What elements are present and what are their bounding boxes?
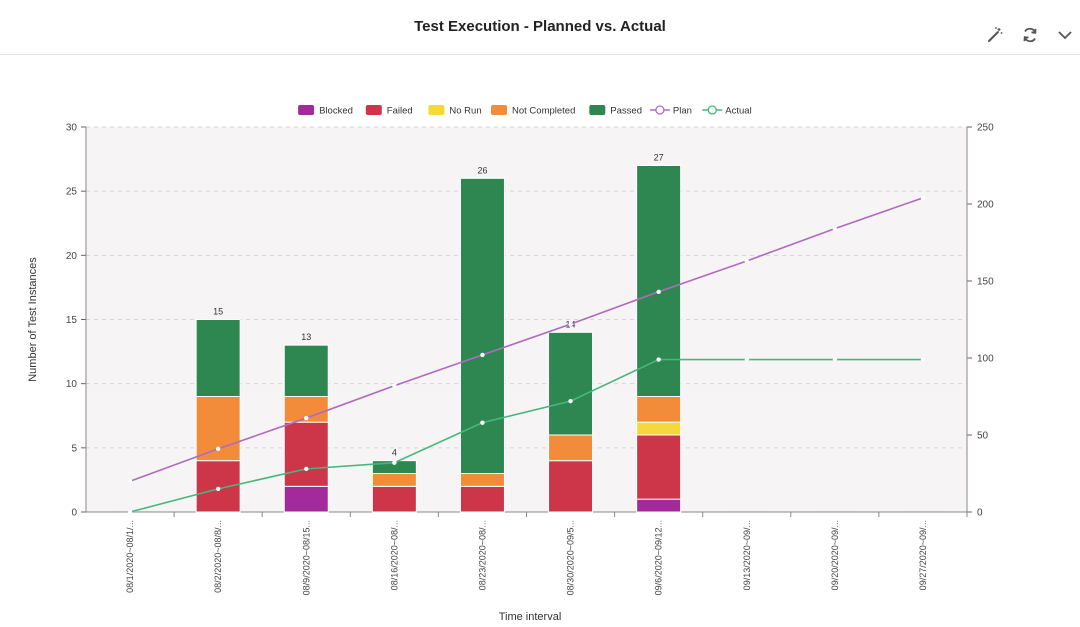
- bar-segment-passed[interactable]: [195, 319, 241, 397]
- bar-segment-blocked[interactable]: [283, 485, 329, 513]
- x-tick-label: 09/6/2020~09/12...: [654, 520, 664, 595]
- bar-total-label: 27: [654, 153, 664, 163]
- magic-wand-icon[interactable]: [986, 26, 1006, 46]
- y-tick-label: 15: [66, 315, 78, 326]
- line-point-plan[interactable]: [744, 258, 749, 264]
- line-point-plan[interactable]: [480, 352, 485, 358]
- legend-label: Failed: [387, 106, 413, 117]
- line-point-actual[interactable]: [920, 357, 926, 362]
- line-point-actual[interactable]: [656, 357, 661, 362]
- y2-tick-label: 200: [977, 200, 994, 211]
- bar-segment-failed[interactable]: [636, 434, 682, 500]
- legend-label: Passed: [610, 106, 642, 117]
- bar-segment-not-completed[interactable]: [636, 396, 682, 423]
- line-point-plan[interactable]: [832, 226, 838, 231]
- line-point-plan[interactable]: [127, 479, 133, 484]
- x-tick-label: 08/9/2020~08/15...: [301, 520, 311, 595]
- y2-tick-label: 150: [977, 277, 994, 288]
- y-tick-label: 30: [66, 123, 78, 134]
- y2-tick-label: 100: [977, 354, 994, 365]
- line-point-plan[interactable]: [568, 321, 573, 327]
- legend-label: Blocked: [319, 106, 353, 117]
- chart-header: Test Execution - Planned vs. Actual: [0, 0, 1080, 55]
- line-point-actual[interactable]: [744, 357, 749, 362]
- line-actual: [129, 358, 923, 513]
- line-point-plan[interactable]: [920, 195, 926, 201]
- bar-total-label: 13: [301, 332, 311, 342]
- bar-segment-passed[interactable]: [636, 165, 682, 397]
- legend-label: No Run: [449, 106, 481, 117]
- y-tick-label: 0: [71, 508, 77, 519]
- y-tick-label: 20: [66, 251, 78, 262]
- legend-swatch-blocked[interactable]: [298, 105, 315, 115]
- bar-segment-no-run[interactable]: [636, 421, 682, 436]
- bar-segment-failed[interactable]: [195, 460, 241, 513]
- bar-total-label: 4: [392, 448, 397, 458]
- bar-segment-failed[interactable]: [283, 421, 329, 487]
- line-point-plan[interactable]: [304, 415, 309, 421]
- y2-tick-label: 250: [977, 123, 994, 134]
- refresh-icon[interactable]: [1021, 26, 1041, 46]
- y-tick-label: 10: [66, 379, 78, 390]
- line-point-actual[interactable]: [215, 486, 221, 492]
- line-point-actual[interactable]: [304, 466, 309, 472]
- legend-swatch-not-completed[interactable]: [491, 105, 507, 115]
- x-tick-label: 08/1/2020~08/1/...: [125, 520, 135, 593]
- bar-segment-failed[interactable]: [371, 485, 417, 513]
- y-axis-title: Number of Test Instances: [27, 257, 39, 382]
- legend-swatch-passed[interactable]: [589, 105, 606, 115]
- bar-segment-passed[interactable]: [283, 344, 329, 397]
- legend-swatch-no-run[interactable]: [428, 105, 445, 115]
- line-point-actual[interactable]: [392, 460, 397, 465]
- x-tick-label: 08/2/2020~08/8/...: [213, 520, 223, 593]
- line-plan: [129, 197, 924, 482]
- line-point-actual[interactable]: [127, 509, 133, 515]
- bar-segment-passed[interactable]: [548, 331, 594, 436]
- bar-total-label: 15: [213, 307, 223, 317]
- x-tick-label: 09/13/2020~09/...: [742, 520, 752, 590]
- x-axis-title: Time interval: [499, 611, 562, 623]
- y2-tick-label: 50: [977, 431, 989, 442]
- y2-tick-label: 0: [977, 508, 983, 519]
- legend-label: Actual: [725, 106, 751, 117]
- bar-segment-not-completed[interactable]: [459, 473, 505, 487]
- bar-segment-failed[interactable]: [548, 460, 594, 513]
- bar-total-label: 26: [477, 165, 487, 175]
- bar-segment-not-completed[interactable]: [548, 434, 594, 462]
- line-point-plan[interactable]: [656, 289, 661, 294]
- line-point-actual[interactable]: [568, 398, 573, 404]
- x-tick-label: 09/20/2020~09/...: [830, 520, 840, 590]
- x-tick-label: 08/16/2020~08/...: [389, 520, 399, 590]
- y-tick-label: 5: [71, 443, 77, 454]
- legend-label: Not Completed: [512, 106, 575, 117]
- bar-segment-failed[interactable]: [459, 485, 505, 513]
- chart-title: Test Execution - Planned vs. Actual: [414, 18, 666, 35]
- legend-marker-plan: [655, 105, 665, 115]
- x-tick-label: 08/23/2020~08/...: [477, 520, 487, 590]
- line-point-plan[interactable]: [215, 446, 221, 452]
- chevron-down-icon[interactable]: [1056, 26, 1076, 46]
- bar-segment-not-completed[interactable]: [371, 473, 417, 487]
- x-tick-label: 08/30/2020~09/5...: [566, 520, 576, 595]
- bar-segment-blocked[interactable]: [636, 498, 682, 513]
- legend-label: Plan: [673, 106, 692, 117]
- x-tick-label: 09/27/2020~09/...: [918, 520, 928, 590]
- line-point-plan[interactable]: [392, 383, 397, 388]
- legend-marker-actual: [707, 105, 717, 115]
- line-point-actual[interactable]: [480, 420, 485, 425]
- legend-swatch-failed[interactable]: [365, 105, 382, 115]
- line-point-actual[interactable]: [832, 357, 838, 362]
- chart-canvas: 0 5 10 15 20 25 30 0 50 100 150 200 250 08/1/2020~08/…: [27, 105, 994, 623]
- y-tick-label: 25: [66, 187, 78, 198]
